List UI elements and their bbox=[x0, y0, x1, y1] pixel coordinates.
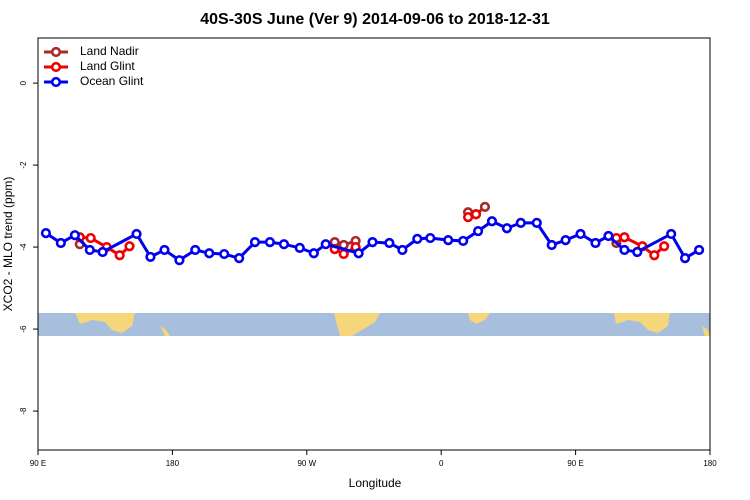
x-tick-label: 90 E bbox=[567, 459, 583, 468]
point bbox=[666, 228, 677, 240]
point bbox=[320, 239, 331, 250]
legend-marker bbox=[50, 46, 62, 58]
chart-title: 40S-30S June (Ver 9) 2014-09-06 to 2018-… bbox=[200, 11, 550, 28]
plot-frame bbox=[37, 37, 711, 451]
point bbox=[159, 244, 170, 256]
point bbox=[294, 242, 305, 253]
point bbox=[412, 233, 423, 244]
point bbox=[353, 248, 364, 259]
point bbox=[145, 251, 156, 263]
point bbox=[219, 248, 230, 260]
point bbox=[425, 232, 436, 244]
point bbox=[603, 230, 614, 242]
map-band bbox=[38, 313, 710, 336]
point bbox=[443, 235, 454, 246]
legend-label: Land Nadir bbox=[80, 44, 139, 58]
point bbox=[384, 237, 395, 249]
point bbox=[462, 212, 474, 223]
legend-marker bbox=[50, 61, 62, 73]
point bbox=[114, 250, 125, 261]
point bbox=[590, 237, 601, 249]
point bbox=[632, 246, 643, 258]
point bbox=[308, 248, 319, 259]
point bbox=[693, 244, 705, 256]
point bbox=[204, 248, 215, 259]
point bbox=[501, 223, 513, 234]
y-axis-label: XCO2 - MLO trend (ppm) bbox=[1, 177, 15, 312]
point bbox=[472, 225, 484, 237]
point bbox=[131, 228, 142, 240]
point bbox=[575, 228, 586, 240]
point bbox=[367, 237, 378, 248]
point bbox=[278, 239, 290, 250]
x-axis-label: Longitude bbox=[349, 476, 402, 490]
point bbox=[174, 255, 185, 266]
y-tick-label: -6 bbox=[19, 325, 28, 333]
y-tick-label: 0 bbox=[19, 80, 28, 85]
x-tick-label: 90 W bbox=[297, 459, 316, 468]
point bbox=[679, 253, 691, 264]
point bbox=[397, 244, 408, 256]
point bbox=[458, 235, 469, 247]
point bbox=[619, 244, 630, 256]
legend-marker bbox=[50, 76, 62, 88]
point bbox=[546, 239, 557, 251]
point bbox=[486, 216, 498, 227]
y-tick-label: -4 bbox=[19, 243, 28, 251]
point bbox=[264, 237, 276, 248]
land-patch bbox=[334, 313, 380, 336]
point bbox=[649, 250, 660, 261]
point bbox=[470, 209, 482, 220]
point bbox=[234, 253, 245, 264]
point bbox=[619, 232, 630, 243]
point bbox=[55, 237, 66, 249]
point bbox=[124, 241, 135, 252]
point bbox=[659, 241, 670, 252]
point bbox=[84, 244, 95, 256]
land-patch bbox=[75, 313, 135, 333]
point bbox=[40, 228, 52, 239]
point bbox=[190, 244, 201, 256]
point bbox=[515, 217, 526, 228]
point bbox=[69, 230, 80, 241]
x-tick-label: 90 E bbox=[30, 459, 46, 468]
y-tick-label: -8 bbox=[19, 407, 28, 415]
ocean-band bbox=[38, 313, 710, 336]
point bbox=[479, 201, 491, 212]
x-tick-label: 0 bbox=[439, 459, 444, 468]
x-tick-label: 180 bbox=[166, 459, 180, 468]
land-patch bbox=[468, 313, 490, 324]
legend-label: Ocean Glint bbox=[80, 74, 144, 88]
x-tick-label: 180 bbox=[703, 459, 717, 468]
land-patch bbox=[702, 326, 710, 336]
point bbox=[85, 232, 96, 244]
point bbox=[249, 237, 261, 248]
land-patch bbox=[160, 326, 170, 336]
legend-label: Land Glint bbox=[80, 59, 135, 73]
y-tick-label: -2 bbox=[19, 161, 28, 169]
point bbox=[531, 217, 542, 228]
point bbox=[97, 246, 108, 258]
land-patch bbox=[614, 313, 670, 333]
point bbox=[560, 235, 571, 246]
